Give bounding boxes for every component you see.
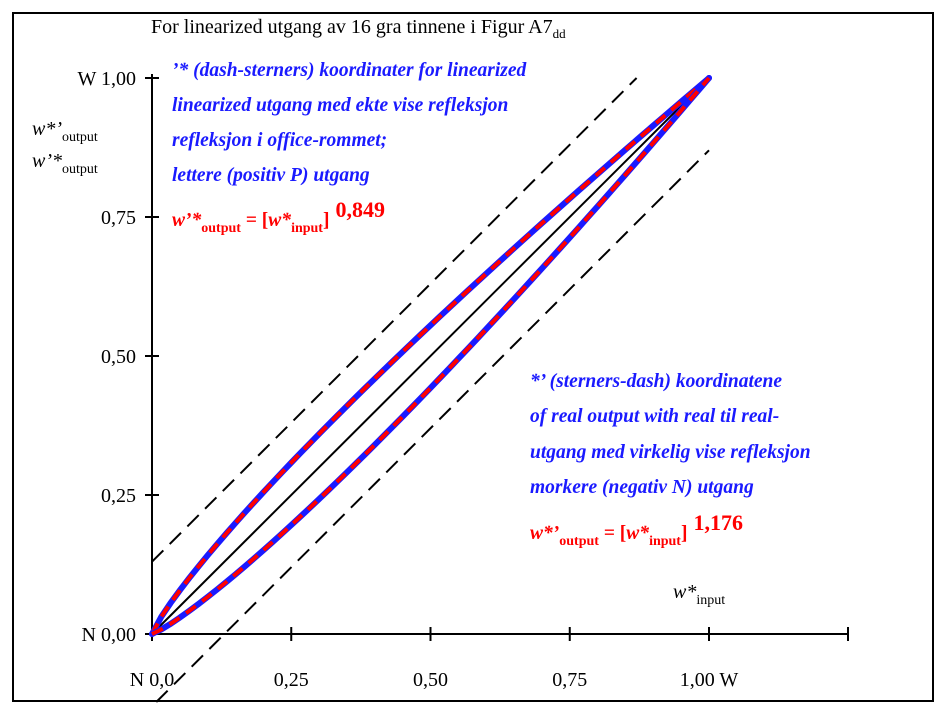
bottom-annotation: *’ (sterners-dash) koordinatene of real … (530, 371, 811, 549)
y-tick-label: 0,75 (101, 207, 136, 229)
parallel-dashed-line (151, 77, 638, 563)
y-tick-label: W 1,00 (77, 68, 136, 90)
x-axis-label: w*input (673, 581, 725, 608)
y-axis-label-1: w*’output (32, 118, 98, 145)
bottom-annotation-line: of real output with real til real- (530, 406, 779, 427)
x-tick-label: 0,25 (274, 669, 309, 691)
chart-frame (12, 12, 934, 702)
top-annotation-line: ’* (dash-sterners) koordinater for linea… (172, 60, 527, 81)
top-formula: w’*output = [w*input] 0,849 (172, 197, 385, 236)
identity-line (151, 77, 710, 635)
series-curve (151, 76, 711, 636)
bottom-annotation-line: morkere (negativ N) utgang (530, 477, 754, 498)
parallel-dashed-line (155, 149, 710, 703)
bottom-annotation-line: utgang med virkelig vise refleksjon (530, 442, 811, 463)
chart-title: For linearized utgang av 16 gra tinnene … (151, 16, 566, 41)
y-tick-label: N 0,00 (82, 624, 136, 646)
top-annotation: ’* (dash-sterners) koordinater for linea… (172, 60, 527, 236)
top-annotation-line: lettere (positiv P) utgang (172, 165, 370, 186)
bottom-annotation-line: *’ (sterners-dash) koordinatene (530, 371, 782, 392)
bottom-formula: w*’output = [w*input] 1,176 (530, 510, 743, 549)
y-tick-label: 0,25 (101, 485, 136, 507)
y-tick-label: 0,50 (101, 346, 136, 368)
top-annotation-line: linearized utgang med ekte vise refleksj… (172, 95, 508, 116)
x-tick-label: 0,50 (413, 669, 448, 691)
x-tick-label: N 0,0 (130, 669, 174, 691)
series-curve (150, 76, 711, 635)
top-annotation-line: refleksjon i office-rommet; (172, 130, 387, 151)
x-tick-label: 0,75 (552, 669, 587, 691)
x-tick-label: 1,00 W (680, 669, 739, 691)
y-axis-label-2: w’*output (32, 150, 98, 177)
